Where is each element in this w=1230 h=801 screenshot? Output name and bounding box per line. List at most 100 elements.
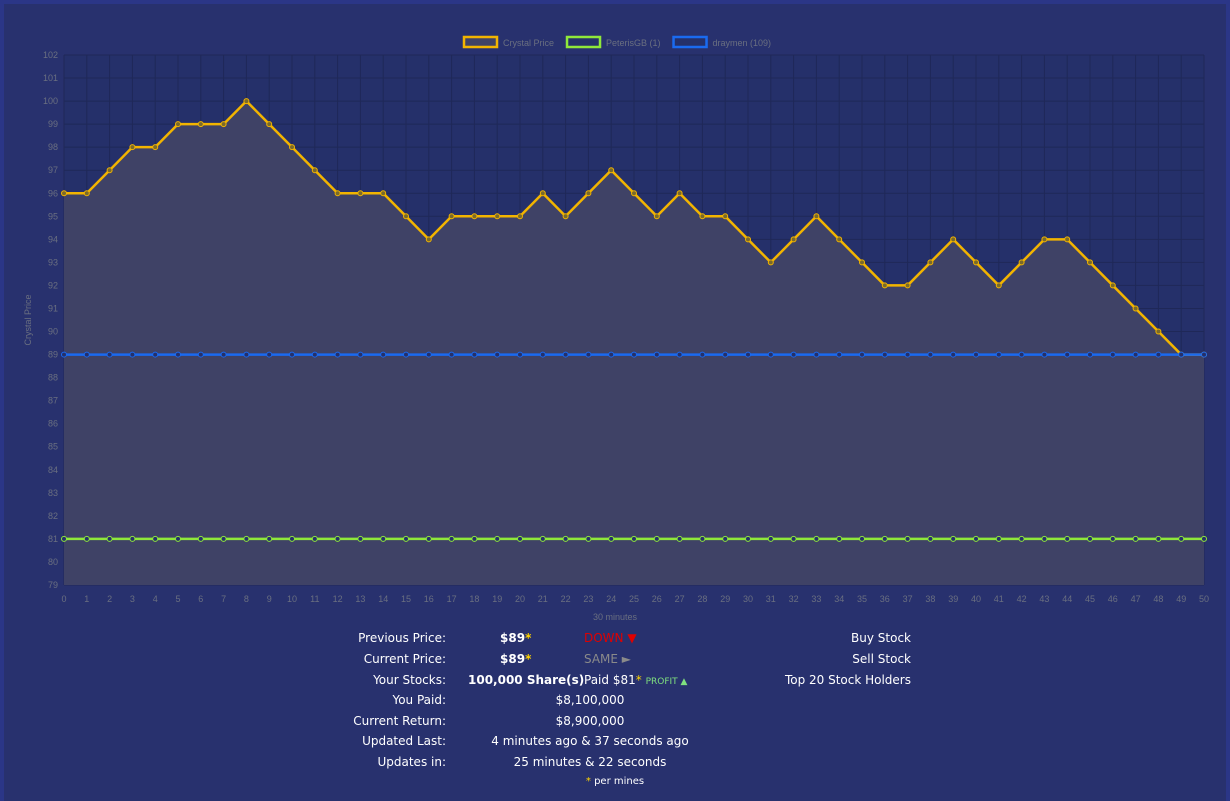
y-tick-label: 95 [48,211,58,221]
data-point [494,535,501,542]
x-tick-label: 24 [606,594,616,604]
data-point [83,190,90,197]
data-point [517,535,523,542]
data-point [950,351,957,358]
current-return-value: $8,900,000 [555,714,625,728]
data-point [653,213,660,220]
x-axis-title: 30 minutes [593,612,638,622]
data-point [106,351,113,358]
data-point [220,351,227,358]
legend-swatch [672,35,708,49]
data-point [562,535,569,542]
x-tick-label: 40 [971,594,981,604]
data-point [1201,535,1207,542]
data-point [1041,236,1048,243]
data-point [517,351,523,358]
y-tick-label: 97 [48,165,58,175]
data-point [152,351,159,358]
data-point [220,535,227,542]
data-point [197,351,204,358]
x-tick-label: 3 [130,594,135,604]
data-point [83,351,90,358]
y-tick-label: 90 [48,327,58,337]
your-stocks: 100,000 Share(s) [468,673,585,687]
data-point [197,121,204,128]
data-point [1201,351,1207,358]
data-point [539,351,546,358]
data-point [1132,305,1139,312]
y-tick-label: 89 [48,350,58,360]
data-point [448,535,455,542]
y-tick-label: 80 [48,557,58,567]
data-point [1155,328,1162,335]
x-tick-label: 16 [424,594,434,604]
updated-last-label: Updated Last: [362,734,446,748]
data-point [1041,351,1048,358]
x-tick-label: 36 [880,594,890,604]
top-20-holders-link[interactable]: Top 20 Stock Holders [784,673,911,687]
data-point [631,535,637,542]
data-point [904,282,911,289]
you-paid-label: You Paid: [392,693,446,707]
data-point [83,535,90,542]
data-point [608,351,615,358]
data-point [289,351,295,358]
x-tick-label: 35 [857,594,867,604]
data-point [311,167,318,174]
data-point [357,535,364,542]
data-point [220,121,227,128]
data-point [448,213,455,220]
data-point [425,535,432,542]
data-point [1109,351,1116,358]
data-point [289,535,295,542]
y-axis-title: Crystal Price [23,294,33,345]
data-point [61,190,67,197]
data-point [904,351,911,358]
data-point [106,167,113,174]
x-tick-label: 7 [221,594,226,604]
x-tick-label: 8 [244,594,249,604]
sell-stock-link[interactable]: Sell Stock [852,652,911,666]
x-tick-label: 30 [743,594,753,604]
data-point [699,351,706,358]
data-point [767,351,774,358]
previous-price-label: Previous Price: [358,631,446,645]
data-point [585,351,592,358]
x-tick-label: 20 [515,594,525,604]
y-tick-label: 93 [48,257,58,267]
data-point [425,236,432,243]
data-point [859,351,865,358]
data-point [1041,535,1048,542]
y-tick-label: 96 [48,188,58,198]
data-point [175,351,181,358]
data-point [1178,351,1185,358]
x-tick-label: 11 [310,594,319,604]
data-point [836,351,843,358]
x-tick-label: 46 [1108,594,1118,604]
data-point [1178,535,1185,542]
legend-label: PeterisGB (1) [606,38,661,48]
y-tick-label: 100 [43,96,58,106]
x-tick-label: 2 [107,594,112,604]
data-point [676,190,683,197]
data-point [152,535,159,542]
data-point [836,535,843,542]
data-point [266,535,273,542]
x-tick-label: 23 [583,594,593,604]
y-tick-label: 94 [48,234,58,244]
data-point [1155,535,1162,542]
x-tick-label: 13 [355,594,365,604]
data-point [859,259,865,266]
data-point [608,167,615,174]
data-point [881,351,888,358]
x-tick-label: 19 [492,594,502,604]
x-tick-label: 31 [766,594,776,604]
x-tick-label: 47 [1131,594,1141,604]
data-point [106,535,113,542]
y-tick-label: 102 [43,50,58,60]
x-tick-label: 39 [948,594,958,604]
data-point [266,121,273,128]
data-point [950,535,957,542]
current-price-label: Current Price: [363,652,446,666]
buy-stock-link[interactable]: Buy Stock [851,631,911,645]
